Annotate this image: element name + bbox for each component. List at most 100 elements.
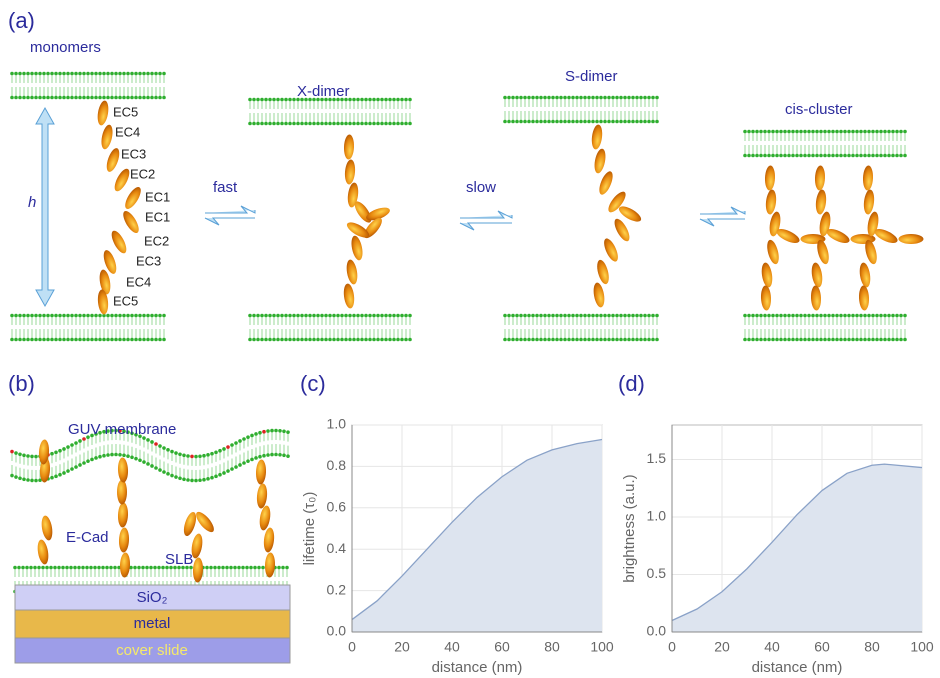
lipid-head: [791, 338, 795, 342]
x-tick-label: 0: [668, 639, 676, 655]
domain: [350, 235, 365, 262]
lipid-head: [153, 566, 157, 570]
lipid-head: [70, 467, 74, 471]
lipid-head: [26, 96, 30, 100]
domain: [345, 259, 359, 285]
domain: [122, 185, 144, 212]
lipid-head: [30, 338, 34, 342]
lipid-head: [106, 338, 110, 342]
lipid-head: [22, 314, 26, 318]
lipid-head: [535, 120, 539, 124]
lipid-head: [392, 314, 396, 318]
lipid-head: [591, 96, 595, 100]
lipid-head: [162, 72, 166, 76]
lipid-head: [57, 566, 61, 570]
lipid-head: [58, 449, 62, 453]
lipid-head: [899, 338, 903, 342]
lipid-head: [799, 130, 803, 134]
lipid-head: [90, 314, 94, 318]
lipid-head: [22, 72, 26, 76]
lipid-head: [114, 338, 118, 342]
membrane: [503, 96, 659, 124]
lipid-head: [380, 338, 384, 342]
lipid-head: [332, 122, 336, 126]
lipid-head: [82, 96, 86, 100]
lipid-head: [78, 96, 82, 100]
lipid-head: [50, 314, 54, 318]
lipid-head: [53, 566, 57, 570]
lipid-head: [230, 467, 234, 471]
lipid-head: [10, 474, 14, 478]
lipid-head: [70, 314, 74, 318]
lipid-head: [396, 338, 400, 342]
domain: [36, 539, 50, 565]
lipid-head: [843, 154, 847, 158]
domain: [256, 483, 268, 509]
lipid-head: [799, 314, 803, 318]
domain: [592, 282, 606, 308]
lipid-head: [519, 120, 523, 124]
lipid-head: [66, 469, 70, 473]
lipid-head: [284, 98, 288, 102]
equilibrium-arrow: [460, 223, 512, 230]
lipid-head: [138, 72, 142, 76]
lipid-head: [523, 338, 527, 342]
lipid-head: [855, 314, 859, 318]
lipid-head: [823, 338, 827, 342]
lipid-head: [146, 462, 150, 466]
lipid-head: [903, 314, 907, 318]
lipid-head: [839, 154, 843, 158]
lipid-head: [234, 465, 238, 469]
lipid-head: [214, 475, 218, 479]
lipid-head: [811, 130, 815, 134]
lipid-head: [213, 566, 217, 570]
lipid-head: [142, 72, 146, 76]
lipid-head: [807, 314, 811, 318]
lipid-head: [86, 459, 90, 463]
lipid-head: [18, 338, 22, 342]
x-axis-label: distance (nm): [752, 659, 843, 676]
lipid-head: [146, 96, 150, 100]
lipid-head: [360, 314, 364, 318]
lipid-head: [10, 96, 14, 100]
lipid-head: [863, 130, 867, 134]
lipid-head: [747, 130, 751, 134]
lipid-head: [372, 98, 376, 102]
lipid-head: [90, 458, 94, 462]
lipid-head: [82, 314, 86, 318]
lipid-head: [344, 122, 348, 126]
lipid-head: [61, 566, 65, 570]
lipid-head: [233, 566, 237, 570]
lipid-head: [755, 314, 759, 318]
lipid-head: [364, 338, 368, 342]
lipid-head: [264, 338, 268, 342]
lipid-head: [883, 314, 887, 318]
lipid-head: [859, 314, 863, 318]
lipid-head: [555, 120, 559, 124]
lipid-head: [515, 338, 519, 342]
lipid-head: [162, 96, 166, 100]
lipid-head: [875, 154, 879, 158]
lipid-head: [855, 154, 859, 158]
lipid-head: [74, 72, 78, 76]
lipid-head: [583, 120, 587, 124]
lipid-head: [523, 96, 527, 100]
y-tick-label: 0.5: [647, 565, 667, 581]
lipid-head: [130, 314, 134, 318]
lipid-head: [879, 338, 883, 342]
lipid-head: [755, 130, 759, 134]
lipid-head: [258, 431, 262, 435]
lipid-head: [547, 314, 551, 318]
lipid-head: [783, 314, 787, 318]
lipid-head: [819, 338, 823, 342]
lipid-head: [78, 439, 82, 443]
label: EC2: [130, 166, 155, 181]
lipid-head: [847, 154, 851, 158]
lipid-head: [206, 453, 210, 457]
lipid-head: [256, 122, 260, 126]
lipid-head: [74, 314, 78, 318]
lipid-head: [364, 314, 368, 318]
lipid-head: [10, 314, 14, 318]
lipid-head: [623, 314, 627, 318]
lipid-head: [376, 338, 380, 342]
